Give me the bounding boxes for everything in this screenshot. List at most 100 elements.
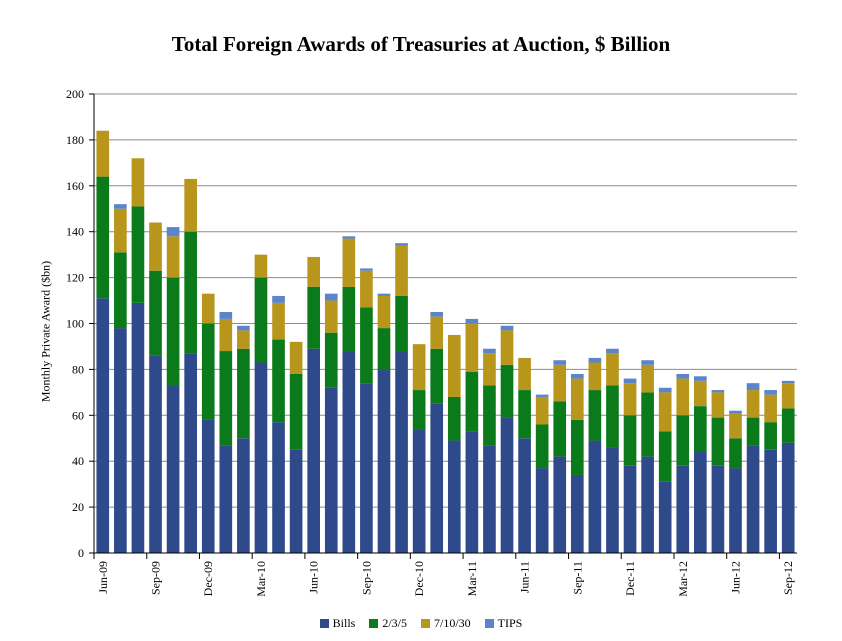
x-tick-label: Dec-09 [201,561,215,596]
legend-label: 2/3/5 [382,616,407,630]
bar-segment-2-3-5 [166,277,180,386]
bar-segment-7-10-30 [166,236,180,278]
bar-segment-bills [96,298,110,553]
bar-segment-bills [430,403,444,553]
bar-segment-7-10-30 [184,178,197,232]
bar-segment-bills [324,387,338,553]
bars [96,130,795,553]
bar-segment-bills [201,419,215,553]
bar-stack [623,378,637,553]
bar-segment-2-3-5 [114,252,127,329]
bar-segment-bills [272,422,285,553]
bar-stack [289,341,303,553]
bar-segment-tips [500,325,514,331]
bar-segment-7-10-30 [272,302,285,340]
bar-segment-bills [641,456,654,553]
bar-segment-bills [729,468,742,553]
bar-stack [500,325,514,553]
bar-segment-bills [483,445,496,553]
bar-segment-tips [237,325,250,331]
bar-segment-bills [588,440,602,553]
bar-segment-bills [623,465,637,553]
bar-segment-7-10-30 [465,323,479,372]
bar-segment-bills [342,351,356,553]
bar-segment-2-3-5 [729,438,742,469]
bar-segment-7-10-30 [553,364,567,402]
bar-segment-7-10-30 [342,238,356,287]
bar-segment-tips [553,360,567,365]
bar-segment-tips [324,293,338,301]
bar-segment-bills [676,465,690,553]
bar-segment-2-3-5 [377,328,391,370]
bar-stack [483,348,496,553]
bar-segment-7-10-30 [623,383,637,416]
bar-segment-2-3-5 [131,206,145,303]
bar-stack [711,390,725,553]
bar-segment-bills [377,369,391,553]
legend-label: TIPS [497,616,523,630]
bar-segment-bills [553,456,567,553]
bar-segment-7-10-30 [606,353,619,386]
legend-item-7-10-30: 7/10/30 [421,616,471,631]
bar-stack [694,376,707,553]
bar-segment-2-3-5 [764,422,777,450]
bar-segment-2-3-5 [676,415,690,466]
bar-segment-bills [219,445,233,553]
bar-segment-bills [764,449,777,553]
bar-segment-tips [219,312,233,319]
bar-segment-2-3-5 [412,390,426,430]
bar-stack [606,348,619,553]
bar-segment-tips [272,295,285,303]
bar-segment-2-3-5 [518,390,531,439]
bar-segment-2-3-5 [658,431,672,482]
bar-segment-2-3-5 [237,348,250,439]
x-tick-label: Sep-09 [149,561,163,595]
bar-segment-7-10-30 [764,394,777,423]
bar-segment-bills [131,302,145,553]
y-tick-label: 140 [66,225,84,239]
bar-segment-7-10-30 [518,357,531,391]
bar-segment-2-3-5 [447,396,461,441]
bar-segment-tips [395,243,408,246]
bar-segment-2-3-5 [342,286,356,352]
bar-segment-7-10-30 [483,353,496,386]
bar-segment-bills [254,362,268,553]
bar-segment-7-10-30 [588,362,602,391]
bar-segment-7-10-30 [729,413,742,439]
bar-segment-2-3-5 [606,385,619,448]
bar-segment-bills [149,355,162,553]
x-tick-label: Jun-12 [728,561,742,594]
bar-segment-bills [465,431,479,553]
bar-stack [465,318,479,553]
bar-segment-tips [606,348,619,354]
bar-segment-7-10-30 [430,316,444,349]
bar-segment-7-10-30 [131,158,145,207]
bar-segment-7-10-30 [500,330,514,365]
bar-stack [553,360,567,553]
y-tick-label: 40 [72,454,84,468]
bar-segment-7-10-30 [781,383,795,409]
bar-segment-bills [289,449,303,553]
bar-segment-7-10-30 [395,245,408,296]
bar-segment-bills [518,438,531,553]
bar-segment-7-10-30 [412,344,426,391]
bar-stack [149,222,162,553]
bar-segment-bills [711,465,725,553]
bar-segment-2-3-5 [570,419,584,475]
bar-segment-7-10-30 [219,318,233,352]
bar-segment-2-3-5 [395,295,408,352]
bar-segment-7-10-30 [658,392,672,432]
bar-stack [764,390,777,553]
bar-segment-bills [535,468,549,553]
bar-segment-2-3-5 [781,408,795,443]
bar-segment-tips [781,380,795,384]
bar-stack [588,357,602,553]
y-tick-label: 60 [72,408,84,422]
legend-swatch [369,619,379,628]
x-tick-label: Dec-11 [623,561,637,596]
bar-segment-2-3-5 [500,364,514,418]
bar-segment-2-3-5 [184,231,197,354]
bar-stack [184,178,197,553]
bar-segment-7-10-30 [324,300,338,333]
bar-segment-2-3-5 [746,417,760,446]
